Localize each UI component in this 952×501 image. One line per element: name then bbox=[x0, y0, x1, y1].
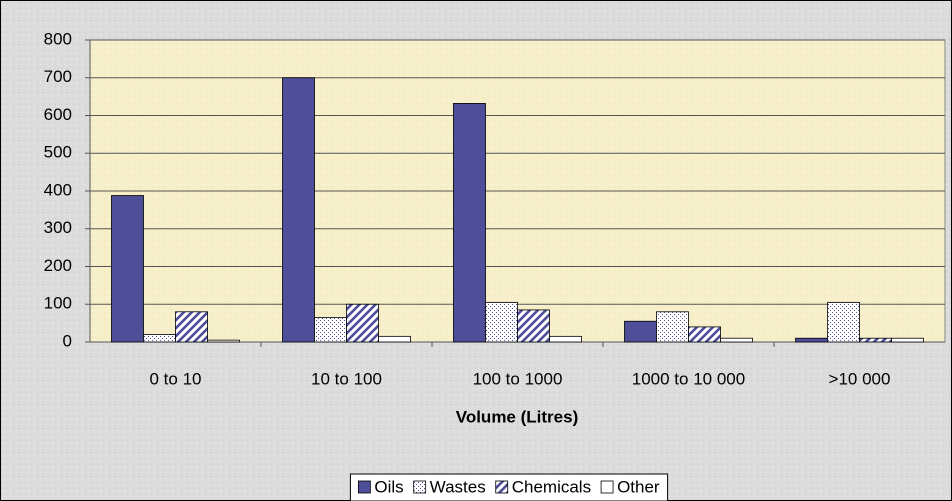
legend-swatch bbox=[357, 480, 371, 494]
bar bbox=[453, 103, 486, 343]
y-tick-label: 600 bbox=[44, 105, 72, 124]
bar bbox=[282, 77, 315, 343]
x-axis-title: Volume (Litres) bbox=[456, 407, 578, 426]
bar bbox=[175, 311, 208, 343]
bar bbox=[827, 301, 860, 343]
x-tick-label: 1000 to 10 000 bbox=[632, 369, 745, 388]
legend-label: Wastes bbox=[430, 477, 486, 496]
y-tick-label: 300 bbox=[44, 218, 72, 237]
bar bbox=[314, 317, 347, 343]
legend-swatch bbox=[495, 480, 509, 494]
bar bbox=[378, 335, 411, 343]
y-tick-label: 0 bbox=[63, 331, 72, 350]
bar bbox=[795, 337, 828, 343]
legend-label: Oils bbox=[374, 477, 403, 496]
x-tick-label: 100 to 1000 bbox=[473, 369, 563, 388]
y-tick-label: 400 bbox=[44, 180, 72, 199]
bar bbox=[517, 309, 550, 343]
x-tick-label: 10 to 100 bbox=[311, 369, 382, 388]
bar bbox=[143, 334, 176, 343]
legend-label: Chemicals bbox=[512, 477, 591, 496]
legend-swatch bbox=[413, 480, 427, 494]
bar bbox=[891, 337, 924, 343]
y-tick-label: 200 bbox=[44, 256, 72, 275]
legend-label: Other bbox=[617, 477, 660, 496]
y-tick-label: 500 bbox=[44, 143, 72, 162]
bar bbox=[720, 337, 753, 343]
bar bbox=[485, 301, 518, 343]
bar bbox=[688, 326, 721, 343]
legend-swatch bbox=[600, 480, 614, 494]
bar bbox=[111, 195, 144, 343]
bar bbox=[624, 320, 657, 343]
bar bbox=[859, 337, 892, 343]
x-tick-label: >10 000 bbox=[829, 369, 891, 388]
x-tick-label: 0 to 10 bbox=[150, 369, 202, 388]
bar bbox=[346, 303, 379, 343]
y-tick-label: 100 bbox=[44, 294, 72, 313]
legend: Oils Wastes Chemicals Other bbox=[349, 473, 669, 501]
y-tick-label: 800 bbox=[44, 29, 72, 48]
bar bbox=[207, 339, 240, 343]
y-tick-label: 700 bbox=[44, 67, 72, 86]
legend-box bbox=[349, 473, 669, 501]
bar bbox=[656, 311, 689, 343]
bar bbox=[549, 335, 582, 343]
